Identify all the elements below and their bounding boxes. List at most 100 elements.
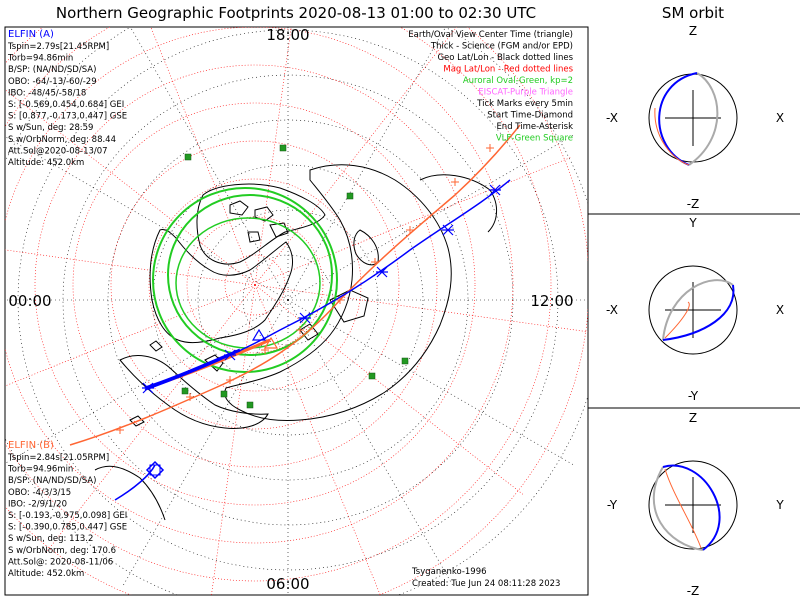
sm-axis-label-left: -Y	[607, 498, 618, 512]
elfin-b-info-line: IBO: -2/9/1/20	[8, 499, 67, 509]
elfin-b-info-line: S: [-0.390,0.785,0.447] GSE	[8, 523, 127, 533]
elfin-a-tick	[489, 184, 501, 196]
elfin-b-track	[69, 124, 521, 446]
sm-axis-label-right: Y	[775, 498, 784, 512]
time-label-right: 12:00	[530, 292, 573, 310]
vlf-station	[368, 372, 376, 380]
sm-axis-label-bottom: -Z	[687, 197, 700, 211]
sm-panel: Y -Y -X X	[606, 216, 784, 403]
earth-outline	[648, 460, 738, 550]
sm-orbit-gray	[688, 72, 719, 166]
legend-entry: End Time-Asterisk	[496, 122, 573, 132]
sm-axis-label-left: -X	[606, 111, 618, 125]
model-credit: Tsyganenko-1996	[411, 567, 487, 577]
vlf-station	[184, 153, 192, 161]
vlf-station	[181, 387, 189, 395]
elfin-b-tick	[406, 226, 414, 234]
elfin-a-info-line: IBO: -48/45/-58/18	[8, 88, 86, 98]
sm-axis-label-top: Z	[689, 411, 697, 425]
vlf-station	[246, 401, 254, 409]
legend-entry: Tick Marks every 5min	[476, 99, 573, 109]
legend-entry: Geo Lat/Lon - Black dotted lines	[437, 53, 573, 63]
legend-entry: Thick - Science (FGM and/or EPD)	[430, 42, 573, 52]
elfin-b-info-line: Att.Sol@: 2020-08-11/06	[8, 557, 113, 567]
legend-entry: EISCAT-Purple Triangle	[478, 88, 573, 98]
sm-orbit-a	[658, 72, 698, 166]
elfin-b-info-line: B/SP: (NA/ND/SD/SA)	[8, 476, 96, 486]
sm-axis-label-right: X	[776, 303, 784, 317]
earth-outline	[648, 265, 738, 355]
sm-panel: Z -Z -Y Y	[607, 411, 784, 598]
mag-latlon-grid	[5, 27, 588, 595]
vlf-station	[220, 390, 228, 398]
sm-axis-label-right: X	[776, 111, 784, 125]
start-marker	[149, 464, 161, 476]
elfin-a-tick	[224, 349, 236, 361]
sm-orbit-a	[662, 464, 721, 551]
elfin-b-info: ELFIN (B) Tspin=2.84s[21.05RPM] Torb=94.9…	[7, 440, 127, 579]
legend-entry: VLF-Green Square	[496, 134, 573, 144]
time-label-bottom: 06:00	[266, 575, 309, 593]
elfin-b-tick	[296, 326, 304, 334]
elfin-a-info-line: Altitude: 452.0km	[8, 158, 84, 168]
created-date: Created: Tue Jun 24 08:11:28 2023	[412, 579, 560, 589]
elfin-b-info-line: S: [-0.193,-0.975,0.098] GEI	[8, 511, 127, 521]
coastlines	[94, 164, 497, 521]
sm-axis-label-bottom: -Y	[688, 389, 699, 403]
vlf-stations	[181, 144, 409, 409]
elfin-b-tick	[116, 426, 124, 434]
elfin-a-tick	[299, 312, 311, 324]
elfin-b-tick	[186, 393, 194, 401]
sm-orbit-gray	[662, 279, 734, 341]
sm-orbit-b	[654, 107, 690, 166]
sm-axis-label-left: -X	[606, 303, 618, 317]
elfin-a-info-line: S: [-0.569,0.454,0.684] GEI	[8, 100, 124, 110]
elfin-b-tick	[486, 144, 494, 152]
elfin-b-info-line: OBO: -4/3/3/15	[8, 488, 71, 498]
vlf-station	[401, 357, 409, 365]
legend-entry: Earth/Oval View Center Time (triangle)	[408, 30, 573, 40]
elfin-b-tick	[371, 258, 379, 266]
sm-orbit-b	[664, 468, 702, 549]
time-label-top: 18:00	[266, 26, 309, 44]
elfin-b-info-line: S w/Sun, deg: 113.2	[8, 534, 93, 544]
elfin-b-tick	[226, 376, 234, 384]
geo-latlon-grid	[5, 27, 588, 595]
elfin-b-info-line: S w/OrbNorm, deg: 170.6	[8, 546, 116, 556]
sm-orbit-a	[662, 284, 735, 341]
sm-orbit-title: SM orbit	[662, 4, 724, 22]
vlf-station	[279, 144, 287, 152]
polar-map	[5, 27, 588, 595]
elfin-a-info-line: Att.Sol@2020-08-13/07	[8, 146, 108, 156]
auroral-oval	[152, 187, 338, 373]
time-label-left: 00:00	[8, 292, 51, 310]
elfin-a-tick	[376, 266, 388, 278]
elfin-a-info-line: S w/OrbNorm, deg: 88.44	[8, 135, 116, 145]
elfin-a-info-line: B/SP: (NA/ND/SD/SA)	[8, 65, 96, 75]
sm-panel: Z -Z -X X	[606, 24, 784, 211]
elfin-a-info-line: Tspin=2.79s[21.45RPM]	[7, 42, 109, 52]
sm-axis-label-top: Y	[688, 216, 697, 230]
sm-axis-label-bottom: -Z	[687, 584, 700, 598]
elfin-b-info-line: Torb=94.96min	[7, 465, 73, 475]
elfin-b-name: ELFIN (B)	[8, 440, 54, 451]
elfin-a-info: ELFIN (A) Tspin=2.79s[21.45RPM] Torb=94.8…	[7, 29, 127, 168]
view-center-triangle	[263, 336, 279, 349]
elfin-a-name: ELFIN (A)	[8, 29, 54, 40]
elfin-b-info-line: Tspin=2.84s[21.05RPM]	[7, 453, 109, 463]
map-panel-frame	[4, 26, 589, 596]
legend-entry: Auroral Oval-Green, kp=2	[463, 76, 573, 86]
map-legend: Earth/Oval View Center Time (triangle) Th…	[408, 30, 573, 144]
figure-title: Northern Geographic Footprints 2020-08-1…	[56, 4, 536, 22]
elfin-a-tick	[442, 224, 454, 236]
sm-orbit-gray	[652, 466, 704, 551]
footprint-tracks	[69, 124, 521, 501]
elfin-b-info-line: Altitude: 452.0km	[8, 569, 84, 579]
elfin-a-info-line: S w/Sun, deg: 28.59	[8, 123, 93, 133]
elfin-a-info-line: S: [0.877,-0.173,0.447] GSE	[8, 112, 127, 122]
vlf-station	[346, 192, 354, 200]
sm-orbit-b	[664, 301, 690, 339]
elfin-a-info-line: OBO: -64/-13/-60/-29	[8, 77, 97, 87]
elfin-a-info-line: Torb=94.86min	[7, 54, 73, 64]
